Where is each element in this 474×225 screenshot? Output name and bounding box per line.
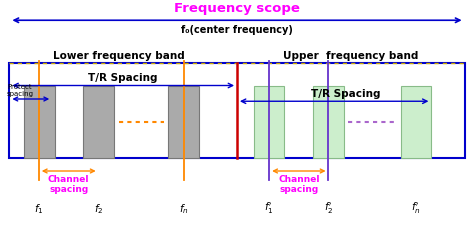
Text: T/R Spacing: T/R Spacing <box>89 73 158 83</box>
Bar <box>9 63 465 158</box>
Text: Upper  frequency band: Upper frequency band <box>283 51 419 61</box>
Text: $f_2$: $f_2$ <box>94 202 103 216</box>
Text: Channel
spacing: Channel spacing <box>48 176 90 194</box>
Text: Lower frequency band: Lower frequency band <box>53 51 184 61</box>
Text: Channel
spacing: Channel spacing <box>278 176 319 194</box>
Text: Frequency scope: Frequency scope <box>174 2 300 15</box>
Text: $f_2'$: $f_2'$ <box>324 201 333 216</box>
Text: $f_1'$: $f_1'$ <box>264 201 274 216</box>
Text: f₀(center frequency): f₀(center frequency) <box>181 25 293 35</box>
Text: Protect
spacing: Protect spacing <box>7 84 34 97</box>
Text: $f_1$: $f_1$ <box>34 202 44 216</box>
Bar <box>168 86 199 158</box>
Bar <box>254 86 284 158</box>
Text: $f_n'$: $f_n'$ <box>411 201 421 216</box>
Text: T/R Spacing: T/R Spacing <box>311 89 381 99</box>
Bar <box>83 86 114 158</box>
Text: $f_n$: $f_n$ <box>179 202 189 216</box>
Bar <box>24 86 55 158</box>
Bar <box>401 86 431 158</box>
Bar <box>313 86 344 158</box>
